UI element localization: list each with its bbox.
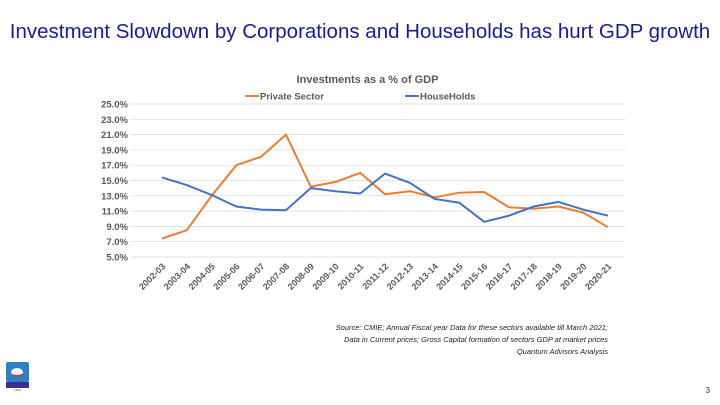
source-line: Source: CMIE; Annual Fiscal year Data fo… — [335, 323, 608, 332]
x-tick-label: 2018-19 — [533, 261, 563, 291]
y-tick-label: 23.0% — [101, 115, 128, 126]
x-tick-label: 2016-17 — [484, 261, 514, 291]
page-number: 3 — [705, 386, 710, 395]
y-tick-label: 7.0% — [106, 237, 128, 248]
source-line: Quantum Advisors Analysis — [516, 347, 608, 356]
x-tick-label: 2008-09 — [286, 261, 316, 291]
x-tick-label: 2006-07 — [236, 261, 266, 291]
source-line: Data in Current prices; Gross Capital fo… — [344, 335, 608, 344]
y-tick-label: 25.0% — [101, 100, 128, 111]
x-tick-label: 2002-03 — [137, 261, 167, 291]
x-tick-label: 2009-10 — [310, 261, 340, 291]
x-tick-label: 2007-08 — [261, 261, 291, 291]
legend-label: HouseHolds — [420, 92, 475, 103]
y-tick-label: 21.0% — [101, 130, 128, 141]
x-tick-label: 2020-21 — [583, 261, 613, 291]
y-tick-label: 17.0% — [101, 161, 128, 172]
y-tick-label: 15.0% — [101, 176, 128, 187]
x-tick-label: 2003-04 — [162, 261, 192, 291]
slide-title: Investment Slowdown by Corporations and … — [9, 20, 711, 43]
y-tick-label: 19.0% — [101, 145, 128, 156]
legend-label: Private Sector — [260, 92, 324, 103]
y-tick-label: 13.0% — [101, 191, 128, 202]
x-tick-label: 2014-15 — [434, 261, 464, 291]
x-tick-label: 2004-05 — [187, 261, 217, 291]
source-note: Source: CMIE; Annual Fiscal year Data fo… — [336, 322, 608, 358]
x-tick-label: 2012-13 — [385, 261, 415, 291]
chart-title: Investments as a % of GDP — [297, 74, 439, 86]
quantum-logo: INDIA — [6, 362, 29, 396]
line-chart: Investments as a % of GDP Private Sector H… — [101, 74, 625, 292]
x-tick-label: 2015-16 — [459, 261, 489, 291]
x-tick-label: 2005-06 — [211, 261, 241, 291]
y-tick-label: 5.0% — [106, 253, 128, 264]
y-tick-label: 9.0% — [106, 222, 128, 233]
y-tick-label: 11.0% — [102, 207, 129, 218]
x-tick-label: 2010-11 — [336, 261, 366, 291]
x-tick-label: 2017-18 — [509, 261, 539, 291]
x-tick-label: 2013-14 — [410, 261, 440, 291]
x-tick-label: 2019-20 — [558, 261, 588, 291]
